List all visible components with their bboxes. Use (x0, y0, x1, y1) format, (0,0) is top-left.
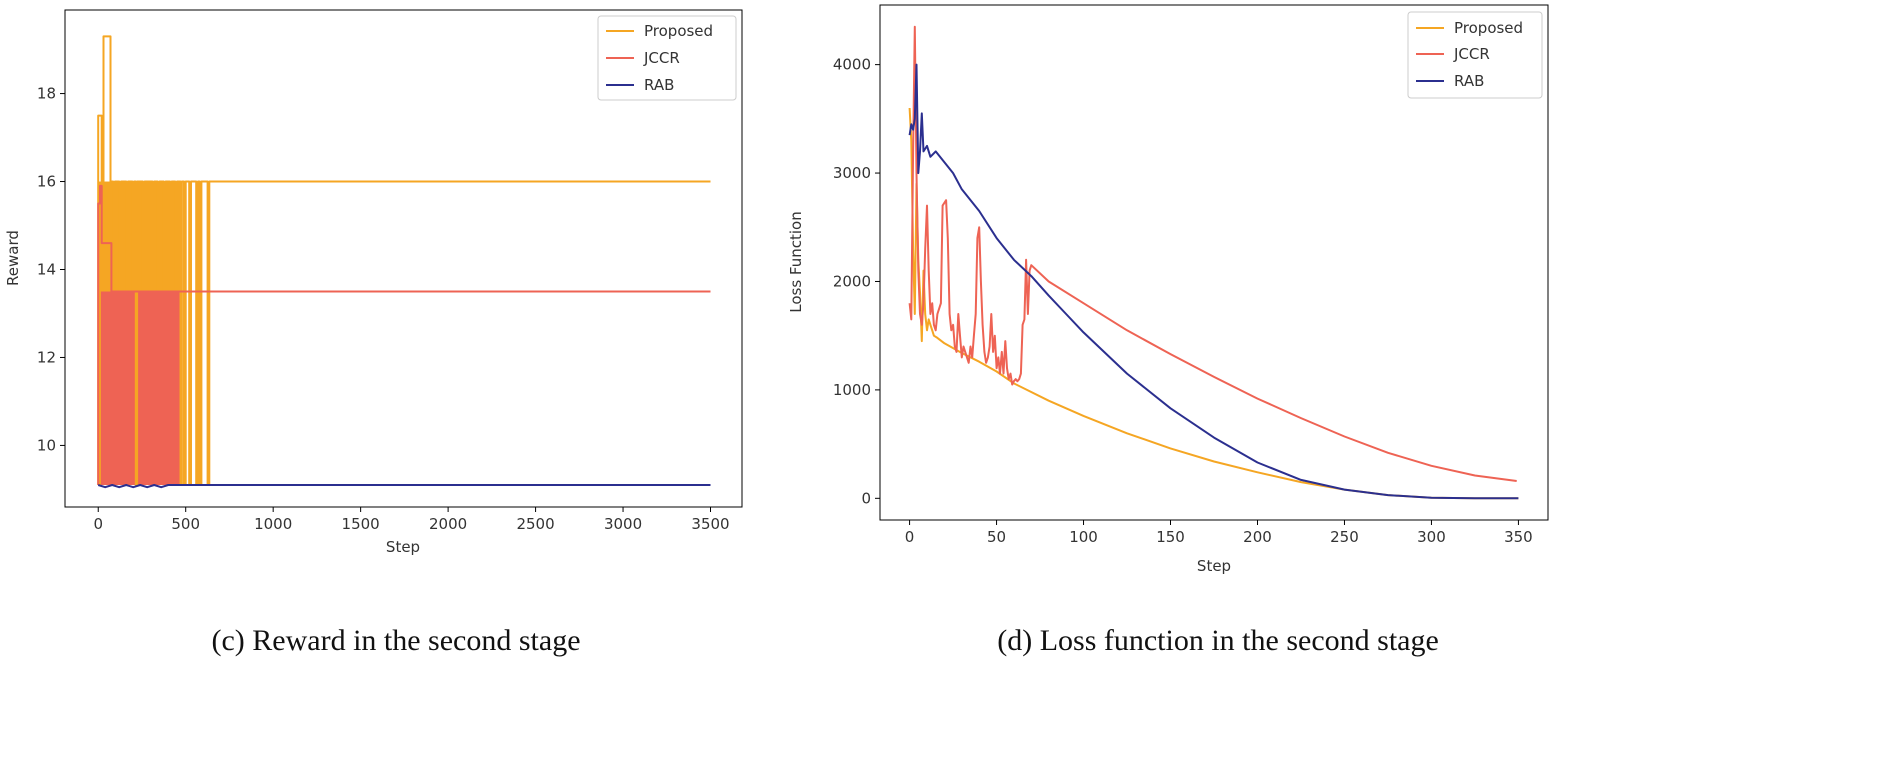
reward-y-ticks: 10 12 14 16 18 (37, 85, 65, 454)
series-line-jccr (97, 184, 711, 485)
fill-jccr (100, 291, 181, 486)
panel-loss: 0 50 100 150 200 250 300 350 01000200030004000 … (787, 4, 1549, 657)
loss-ylabel: Loss Function (787, 211, 805, 312)
reward-caption: (c) Reward in the second stage (211, 624, 580, 657)
legend-label-rab: RAB (1454, 72, 1484, 90)
x-tick-label: 200 (1243, 528, 1272, 546)
y-tick-label: 1000 (833, 381, 871, 399)
x-tick-label: 3000 (604, 515, 642, 533)
reward-series (97, 35, 711, 489)
x-tick-label: 0 (93, 515, 103, 533)
y-tick-label: 12 (37, 348, 56, 366)
reward-legend: Proposed JCCR RAB (597, 15, 737, 101)
x-tick-label: 2500 (516, 515, 554, 533)
y-tick-label: 2000 (833, 272, 871, 290)
legend-label-proposed: Proposed (644, 22, 713, 40)
legend-label-jccr: JCCR (643, 49, 680, 67)
series-line-rab (97, 484, 711, 489)
y-tick-label: 10 (37, 436, 56, 454)
y-tick-label: 4000 (833, 56, 871, 74)
series-line-rab (908, 63, 1519, 500)
x-tick-label: 1500 (342, 515, 380, 533)
y-tick-label: 3000 (833, 164, 871, 182)
loss-xlabel: Step (1197, 557, 1231, 575)
x-tick-label: 500 (171, 515, 200, 533)
x-tick-label: 300 (1417, 528, 1446, 546)
x-tick-label: 350 (1504, 528, 1533, 546)
reward-x-ticks: 0 500 1000 1500 2000 2500 3000 3500 (93, 507, 730, 533)
x-tick-label: 1000 (254, 515, 292, 533)
loss-series (908, 25, 1519, 500)
legend-label-proposed: Proposed (1454, 19, 1523, 37)
loss-x-ticks: 0 50 100 150 200 250 300 350 (905, 520, 1533, 546)
reward-xlabel: Step (386, 538, 420, 556)
loss-caption: (d) Loss function in the second stage (997, 624, 1439, 657)
x-tick-label: 3500 (691, 515, 729, 533)
y-tick-label: 18 (37, 85, 56, 103)
x-tick-label: 100 (1069, 528, 1098, 546)
legend-label-rab: RAB (644, 76, 674, 94)
panel-reward: 0 500 1000 1500 2000 2500 3000 3500 1012141618 … (4, 9, 743, 657)
x-tick-label: 150 (1156, 528, 1185, 546)
loss-legend: Proposed JCCR RAB (1407, 11, 1543, 99)
x-tick-label: 250 (1330, 528, 1359, 546)
x-tick-label: 0 (905, 528, 915, 546)
legend-label-jccr: JCCR (1453, 45, 1490, 63)
y-tick-label: 0 (861, 489, 871, 507)
y-tick-label: 14 (37, 260, 56, 278)
loss-y-ticks: 0 1000 2000 3000 4000 (833, 56, 880, 507)
x-tick-label: 50 (987, 528, 1006, 546)
legend-box (1407, 11, 1543, 99)
legend-box (597, 15, 737, 101)
x-tick-label: 2000 (429, 515, 467, 533)
series-line-jccr (908, 25, 1517, 482)
reward-ylabel: Reward (4, 230, 22, 286)
y-tick-label: 16 (37, 173, 56, 191)
